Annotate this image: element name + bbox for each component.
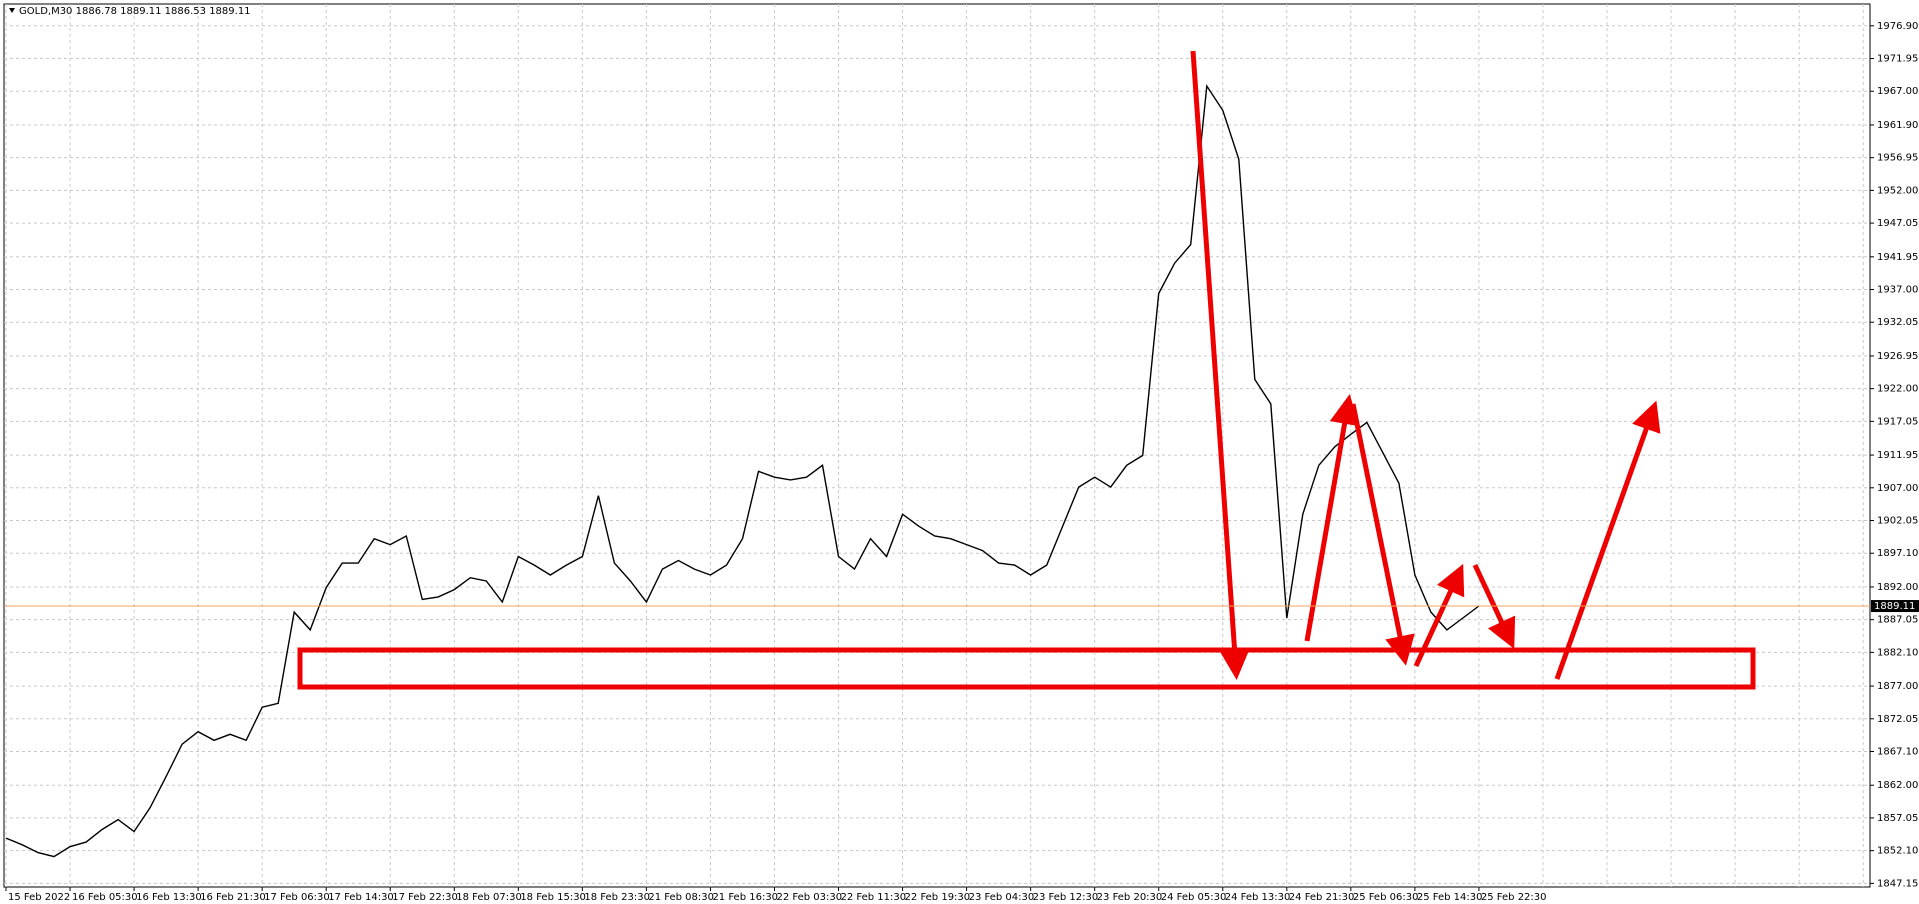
y-tick-label: 1967.00 [1877, 86, 1918, 97]
y-tick-label: 1862.00 [1877, 780, 1918, 791]
x-tick-label: 25 Feb 14:30 [1417, 892, 1483, 903]
x-tick-label: 16 Feb 05:30 [72, 892, 138, 903]
x-tick-label: 22 Feb 19:30 [905, 892, 971, 903]
y-tick-label: 1852.10 [1877, 846, 1918, 857]
arrow [1190, 50, 1250, 680]
x-tick-label: 21 Feb 16:30 [712, 892, 778, 903]
y-tick-label: 1961.90 [1877, 120, 1918, 131]
support-zone [297, 647, 1756, 690]
y-tick-label: 1872.05 [1877, 714, 1918, 725]
x-tick-label: 21 Feb 08:30 [648, 892, 714, 903]
arrow [1304, 394, 1360, 642]
x-tick-label: 22 Feb 11:30 [841, 892, 907, 903]
marks [5, 83, 1480, 858]
y-tick-label: 1887.05 [1877, 615, 1918, 626]
x-tick-label: 18 Feb 23:30 [584, 892, 650, 903]
y-tick-label: 1902.05 [1877, 516, 1918, 527]
x-tick-label: 23 Feb 12:30 [1033, 892, 1099, 903]
annotations [297, 50, 1756, 690]
x-tick-label: 16 Feb 21:30 [200, 892, 266, 903]
x-tick-label: 24 Feb 21:30 [1289, 892, 1355, 903]
grid [4, 4, 1870, 887]
arrow [1350, 403, 1415, 666]
arrow [1554, 400, 1661, 680]
price-line-series [5, 83, 1480, 858]
x-tick-label: 16 Feb 13:30 [136, 892, 202, 903]
plot-frame [3, 3, 1871, 888]
x-tick-label: 23 Feb 20:30 [1097, 892, 1163, 903]
y-tick-label: 1956.95 [1877, 153, 1918, 164]
x-tick-label: 18 Feb 15:30 [520, 892, 586, 903]
y-tick-label: 1867.10 [1877, 747, 1918, 758]
x-tick-label: 24 Feb 13:30 [1225, 892, 1291, 903]
y-tick-label: 1877.00 [1877, 681, 1918, 692]
y-tick-label: 1907.00 [1877, 483, 1918, 494]
x-tick-label: 17 Feb 22:30 [392, 892, 458, 903]
y-tick-label: 1932.05 [1877, 317, 1918, 328]
x-tick-label: 22 Feb 03:30 [776, 892, 842, 903]
y-tick-label: 1922.00 [1877, 384, 1918, 395]
y-tick-label: 1926.95 [1877, 351, 1918, 362]
y-tick-label: 1971.95 [1877, 54, 1918, 65]
menu-icon[interactable] [9, 8, 15, 13]
y-tick-label: 1847.15 [1877, 878, 1918, 889]
chart-title: GOLD,M30 1886.78 1889.11 1886.53 1889.11 [19, 6, 251, 17]
x-tick-label: 17 Feb 14:30 [328, 892, 394, 903]
x-tick-label: 25 Feb 22:30 [1481, 892, 1547, 903]
y-tick-label: 1882.10 [1877, 647, 1918, 658]
y-tick-label: 1937.00 [1877, 285, 1918, 296]
x-tick-label: 23 Feb 04:30 [969, 892, 1035, 903]
arrow [1413, 563, 1465, 668]
x-tick-label: 15 Feb 2022 [8, 892, 70, 903]
x-tick-label: 17 Feb 06:30 [264, 892, 330, 903]
x-tick-label: 18 Feb 07:30 [456, 892, 522, 903]
price-label: 1889.11 [1874, 601, 1915, 612]
y-tick-label: 1911.95 [1877, 450, 1918, 461]
price-tag [1871, 600, 1919, 613]
y-tick-label: 1976.90 [1877, 21, 1918, 32]
y-tick-label: 1857.05 [1877, 813, 1918, 824]
y-tick-label: 1897.10 [1877, 548, 1918, 559]
x-tick-label: 25 Feb 06:30 [1353, 892, 1419, 903]
y-tick-label: 1892.00 [1877, 582, 1918, 593]
x-tick-label: 24 Feb 05:30 [1161, 892, 1227, 903]
y-tick-label: 1941.95 [1877, 252, 1918, 263]
y-tick-label: 1917.05 [1877, 416, 1918, 427]
y-tick-label: 1952.00 [1877, 185, 1918, 196]
arrow [1472, 563, 1516, 650]
y-tick-label: 1947.05 [1877, 218, 1918, 229]
